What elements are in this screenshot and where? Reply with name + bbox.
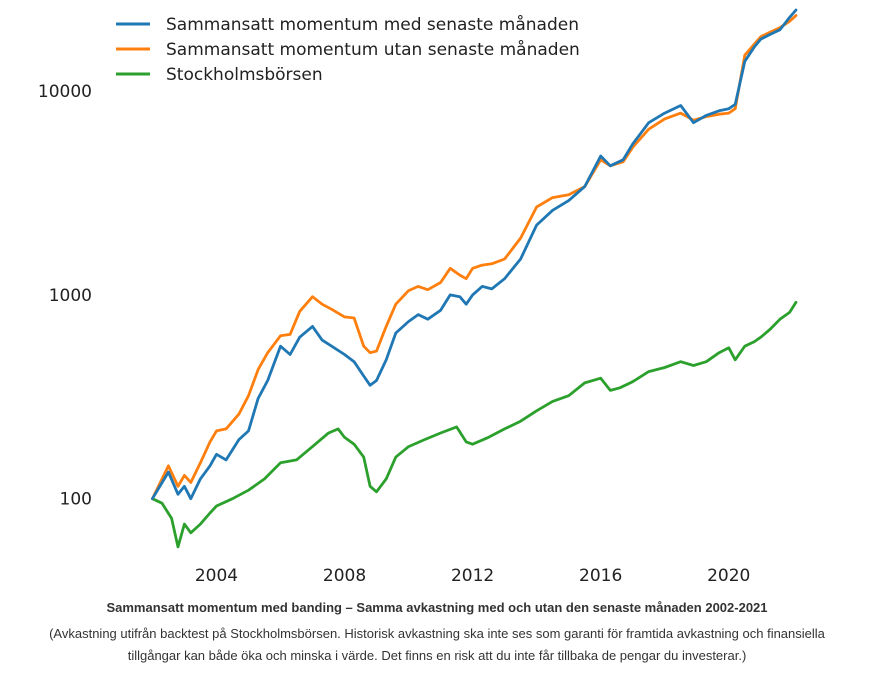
chart-caption-note: (Avkastning utifrån backtest på Stockhol… (49, 626, 825, 663)
x-tick-label: 2004 (195, 566, 238, 586)
legend-label: Sammansatt momentum utan senaste månaden (166, 39, 580, 60)
x-tick-label: 2016 (579, 566, 622, 586)
y-tick-label: 100 (60, 490, 92, 510)
y-tick-label: 1000 (49, 286, 92, 306)
momentum-line-chart: 100 1000 10000 2004 2008 2012 2016 2020 Samman… (38, 8, 798, 586)
series-line (151, 300, 798, 549)
legend-label: Sammansatt momentum med senaste månaden (166, 14, 579, 35)
legend-label: Stockholmsbörsen (166, 65, 323, 85)
x-tick-label: 2012 (451, 566, 494, 586)
chart-caption-title: Sammansatt momentum med banding – Samma … (106, 600, 768, 615)
series-line (151, 8, 798, 501)
series-lines (151, 8, 798, 549)
x-axis-ticks: 2004 2008 2012 2016 2020 (195, 566, 751, 586)
y-axis-ticks: 100 1000 10000 (38, 82, 92, 510)
legend: Sammansatt momentum med senaste månaden S… (116, 14, 580, 85)
x-tick-label: 2008 (323, 566, 366, 586)
x-tick-label: 2020 (707, 566, 750, 586)
y-tick-label: 10000 (38, 82, 92, 102)
